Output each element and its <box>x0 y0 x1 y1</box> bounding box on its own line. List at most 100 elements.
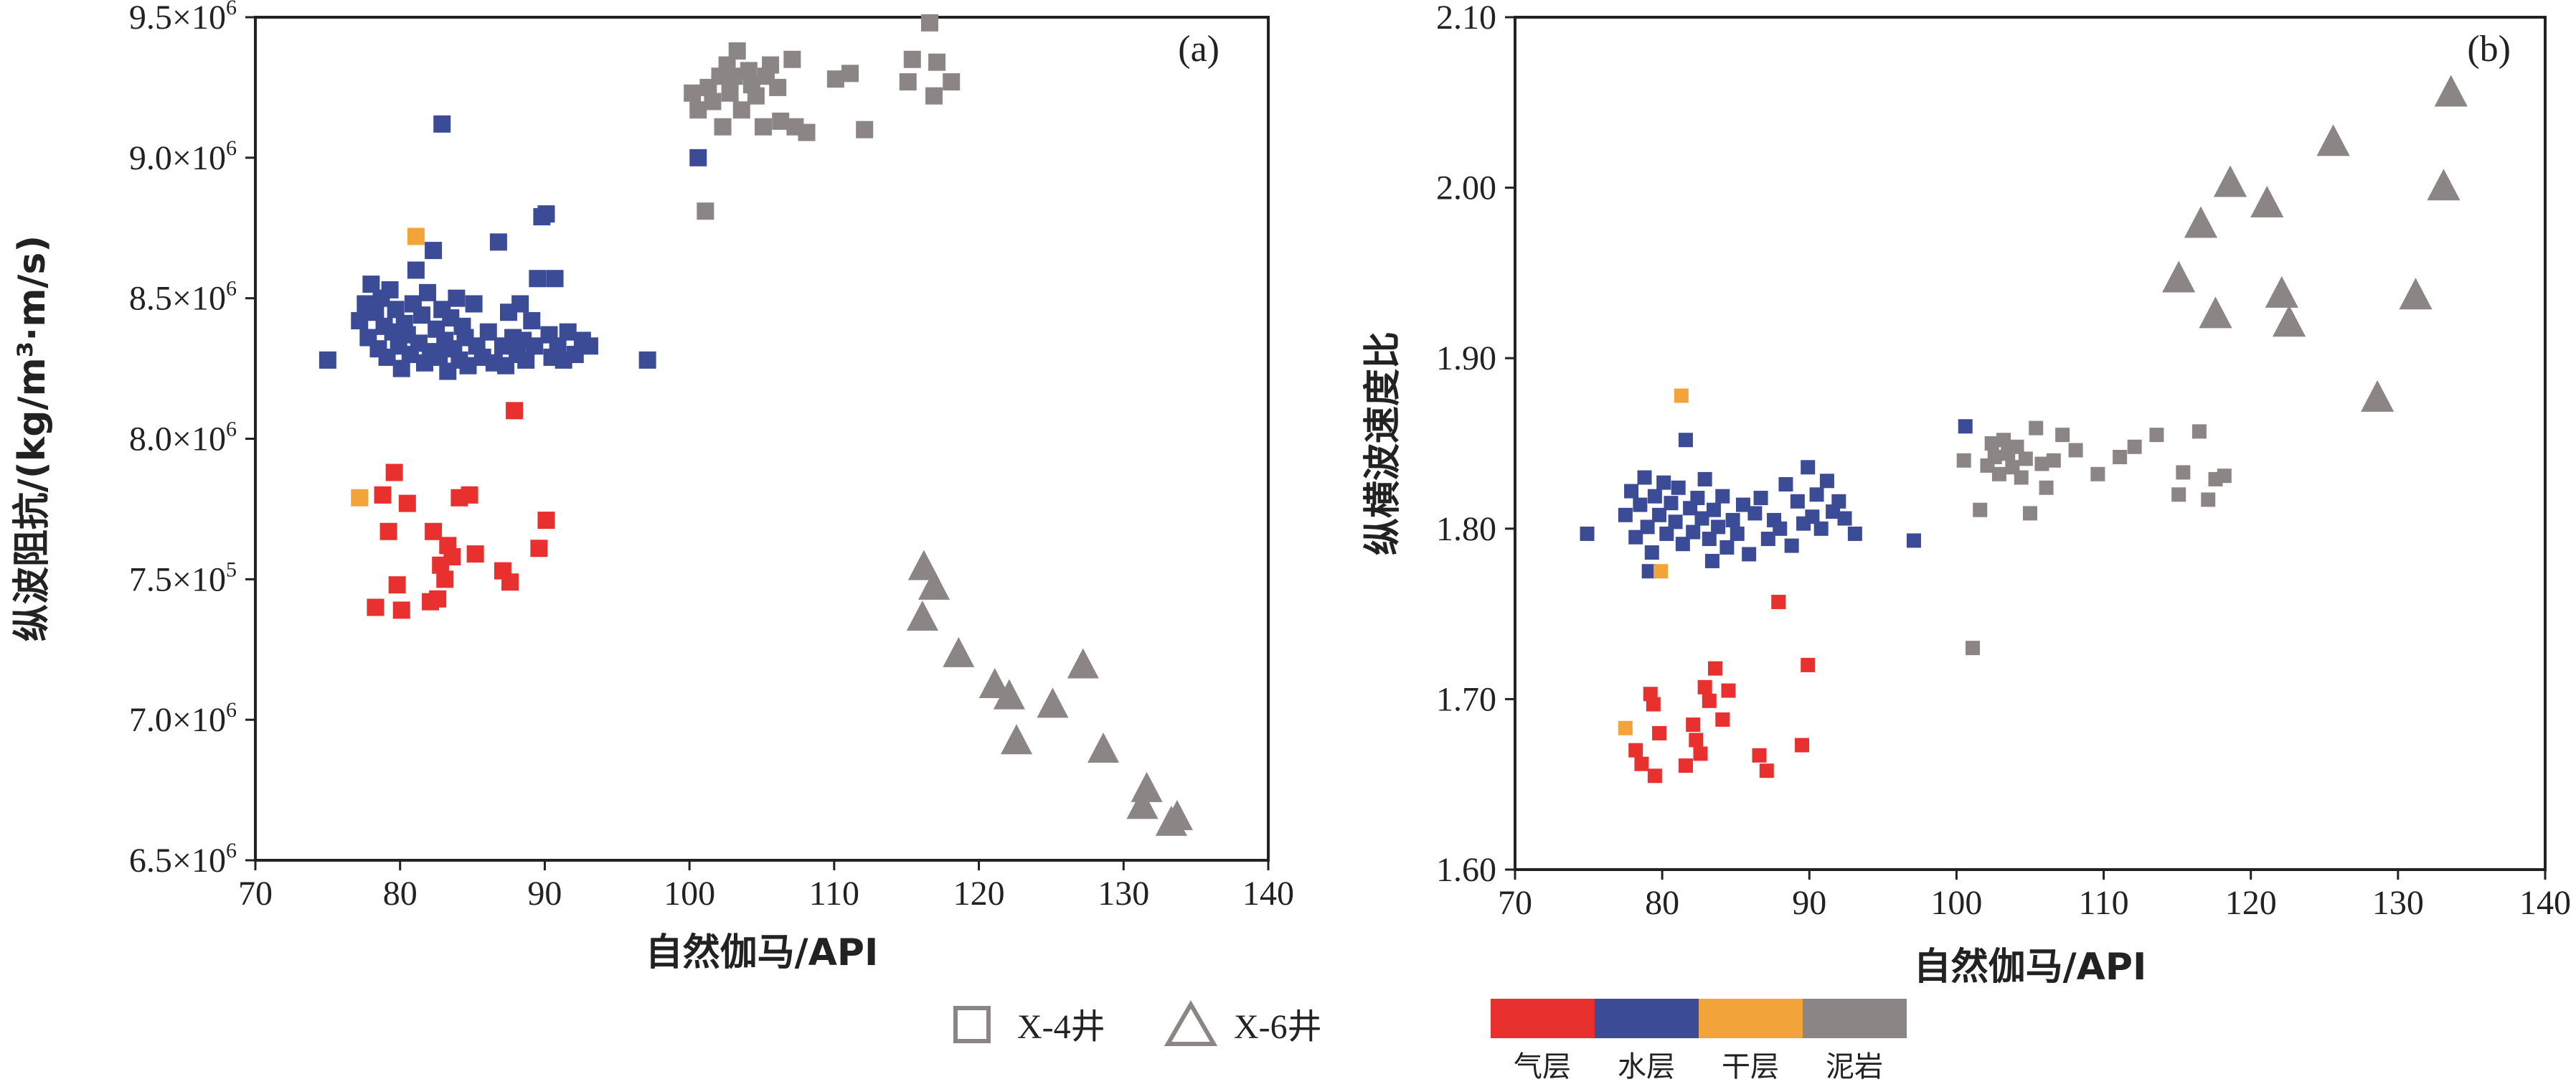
panel-b-x-tick-label-80: 80 <box>1645 884 1679 922</box>
panel-b-point-mud-x-6-0 <box>2162 260 2196 293</box>
panel-b-point-mud-x-4-4 <box>1984 436 1999 451</box>
panel-a-point-mud-x-6-6 <box>1000 724 1033 755</box>
panel-b-point-mud-x-6-1 <box>2184 206 2218 238</box>
panel-b-point-water-x-4-8 <box>1647 489 1662 504</box>
panel-b-point-gas-x-4-11 <box>1702 693 1717 708</box>
panel-a-point-water-x-4-23 <box>419 283 437 301</box>
panel-b-point-gas-x-4-5 <box>1646 697 1661 712</box>
panel-b-point-gas-x-4-16 <box>1759 763 1774 778</box>
panel-b-point-water-x-4-32 <box>1753 491 1768 506</box>
panel-a-point-dry-x-4-0 <box>351 489 369 507</box>
panel-a-x-tick-label-130: 130 <box>1098 875 1149 913</box>
panel-b-point-mud-x-4-1 <box>1965 641 1980 656</box>
panel-a-point-mud-x-6-3 <box>943 636 975 667</box>
panel-b-point-mud-x-4-23 <box>2149 428 2164 443</box>
panel-b-point-water-x-4-4 <box>1633 497 1648 512</box>
panel-b-point-water-x-4-6 <box>1640 519 1655 535</box>
panel-b-point-mud-x-4-0 <box>1956 453 1971 468</box>
panel-b-point-mud-x-4-22 <box>2127 439 2142 454</box>
panel-b-point-water-x-4-31 <box>1747 506 1763 521</box>
panel-a-point-gas-x-4-2 <box>379 522 397 540</box>
panel-b-point-water-x-4-1 <box>1618 507 1633 522</box>
panel-b-point-gas-x-4-15 <box>1752 748 1767 763</box>
panel-b-point-gas-x-4-7 <box>1686 717 1701 733</box>
panel-b-point-water-x-4-47 <box>1837 511 1852 526</box>
panel-b-ticks: 70 80 90 100 110 120 130 140 1.60 1.70 1.80 1.90 2.0… <box>1436 0 2571 922</box>
panel-b-y-tick-label-1.90: 1.90 <box>1436 339 1496 377</box>
panel-a-point-water-x-4-68 <box>689 149 707 166</box>
panel-b-point-mud-x-6-5 <box>2265 276 2298 308</box>
panel-a-point-mud-x-6-11 <box>1126 789 1159 819</box>
panel-b-label: (b) <box>2467 29 2511 70</box>
panel-a-point-gas-x-4-18 <box>501 573 519 591</box>
panel-b-point-mud-x-4-27 <box>2201 492 2216 507</box>
panel-a-point-mud-x-6-0 <box>907 550 940 580</box>
panel-a-point-mud-x-4-0 <box>684 84 702 102</box>
panel-a-x-axis-label: 自然伽马/API <box>646 931 879 974</box>
panel-a-point-mud-x-6-1 <box>917 569 950 600</box>
panel-a-point-mud-x-4-24 <box>841 65 859 83</box>
panel-b-point-water-x-4-29 <box>1735 497 1750 512</box>
panel-a-point-mud-x-4-1 <box>689 101 707 119</box>
panel-b-point-water-x-4-42 <box>1809 487 1824 502</box>
panel-b-point-mud-x-4-15 <box>2034 456 2049 471</box>
panel-b-point-water-x-4-16 <box>1678 433 1693 448</box>
panel-b-point-water-x-4-26 <box>1719 540 1735 555</box>
panel-a-point-water-x-4-38 <box>465 295 483 313</box>
panel-a-point-water-x-4-19 <box>407 261 425 279</box>
panel-b-point-mud-x-4-13 <box>2023 506 2037 521</box>
panel-b-point-water-x-4-44 <box>1819 474 1834 489</box>
panel-a-point-mud-x-4-22 <box>798 123 816 141</box>
legend-well-x6-label: X-6井 <box>1234 1008 1322 1046</box>
panel-b-point-water-x-4-3 <box>1628 530 1643 545</box>
panel-a-x-tick-label-100: 100 <box>664 875 715 913</box>
panel-b-vpvs-scatter: 70 80 90 100 110 120 130 140 1.60 1.70 1.80 1.90 2.0… <box>1362 0 2571 989</box>
panel-a-point-water-x-4-59 <box>546 270 564 288</box>
panel-b-point-gas-x-4-4 <box>1652 725 1667 740</box>
panel-b-point-gas-x-4-19 <box>1801 657 1816 672</box>
panel-b-point-mud-x-6-3 <box>2213 165 2247 197</box>
panel-a-point-mud-x-4-20 <box>783 50 801 68</box>
panel-a-point-water-x-4-25 <box>425 242 443 260</box>
panel-b-point-mud-x-4-11 <box>2014 470 2029 485</box>
panel-a-marks <box>319 14 1193 836</box>
panel-a-point-mud-x-4-28 <box>920 14 938 32</box>
panel-b-point-water-x-4-33 <box>1760 532 1775 547</box>
panel-b-point-gas-x-4-3 <box>1647 768 1662 784</box>
panel-a-y-tick-label-6.5: 6.5×106 <box>129 839 237 880</box>
panel-a-point-mud-x-4-17 <box>762 56 780 74</box>
panel-b-point-dry-x-4-2 <box>1674 388 1689 403</box>
panel-b-point-mud-x-6-2 <box>2199 296 2232 329</box>
legend-swatch-mud <box>1803 999 1907 1038</box>
panel-b-point-water-x-4-18 <box>1686 524 1701 540</box>
panel-a-point-water-x-4-53 <box>526 337 544 355</box>
panel-b-point-gas-x-4-12 <box>1707 661 1722 676</box>
panel-b-point-water-x-4-38 <box>1790 494 1805 509</box>
panel-a-point-water-x-4-67 <box>433 115 451 133</box>
panel-b-point-water-x-4-50 <box>1958 419 1973 434</box>
panel-b-point-water-x-4-46 <box>1831 494 1846 509</box>
panel-a-point-mud-x-4-31 <box>943 73 961 91</box>
well-legend: X-4井 X-6井 <box>953 1000 1322 1046</box>
panel-b-point-water-x-4-22 <box>1702 532 1717 547</box>
panel-b-point-gas-x-4-10 <box>1697 679 1712 695</box>
panel-b-point-mud-x-4-12 <box>2018 451 2033 466</box>
panel-b-point-water-x-4-35 <box>1773 521 1788 536</box>
panel-b-y-tick-label-1.70: 1.70 <box>1436 680 1496 718</box>
panel-b-point-gas-x-4-14 <box>1721 683 1736 698</box>
panel-b-point-gas-x-4-8 <box>1689 733 1704 748</box>
panel-a-impedance-scatter: 70 80 90 100 110 120 130 140 6.5×106 7.0×106 7.5×1… <box>11 0 1294 974</box>
panel-b-marks <box>1580 75 2468 784</box>
panel-a-point-water-x-4-56 <box>537 205 555 223</box>
panel-b-point-water-x-4-23 <box>1706 502 1721 517</box>
panel-b-point-water-x-4-11 <box>1659 526 1674 541</box>
panel-b-y-tick-label-1.80: 1.80 <box>1436 510 1496 548</box>
panel-b-point-gas-x-4-18 <box>1795 738 1810 753</box>
panel-a-point-gas-x-4-21 <box>537 512 555 530</box>
panel-a-point-gas-x-4-0 <box>367 598 384 616</box>
panel-b-point-water-x-4-14 <box>1671 480 1686 495</box>
panel-a-point-mud-x-4-10 <box>728 42 746 60</box>
panel-b-point-mud-x-4-17 <box>2046 453 2061 468</box>
panel-b-point-water-x-4-7 <box>1644 545 1659 560</box>
